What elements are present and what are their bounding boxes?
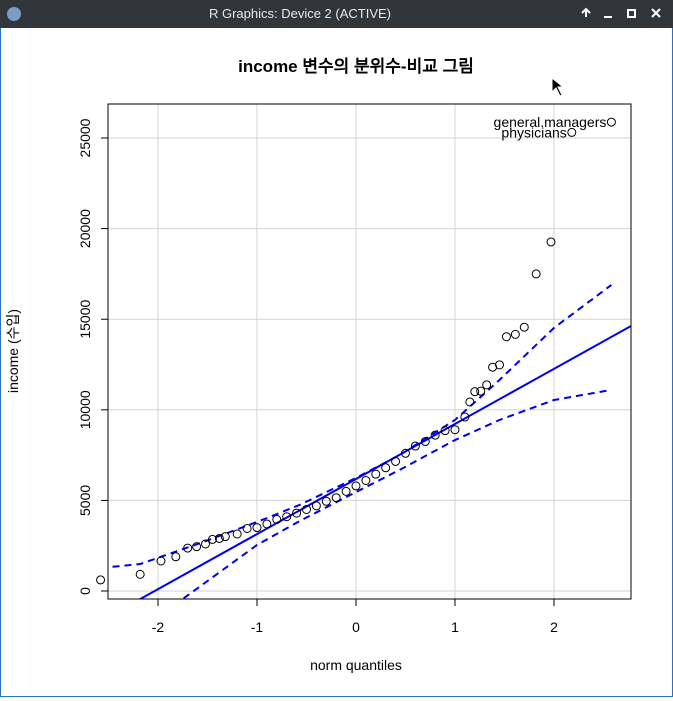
maximize-button[interactable] (627, 9, 636, 18)
point (96, 575, 106, 585)
point (450, 425, 460, 435)
y-tick-label: 20000 (77, 209, 93, 248)
x-axis-label: norm quantiles (310, 657, 402, 673)
x-tick-label: 2 (550, 619, 558, 635)
point (331, 493, 341, 503)
point (192, 542, 202, 552)
point (531, 269, 541, 279)
point (501, 332, 511, 342)
point (262, 519, 272, 529)
point (440, 426, 450, 436)
point (460, 412, 470, 422)
point (510, 329, 520, 339)
x-tick-label: 1 (451, 619, 459, 635)
point (292, 508, 302, 518)
point (135, 569, 145, 579)
keep-above-button[interactable] (581, 7, 591, 17)
chart-title: income 변수의 분위수-비교 그림 (238, 57, 474, 76)
y-tick-label: 15000 (77, 300, 93, 339)
plot-box (107, 103, 632, 600)
point (242, 523, 252, 533)
point (171, 552, 181, 562)
point-label: general.managers (494, 114, 607, 130)
point (220, 532, 230, 542)
point (391, 456, 401, 466)
point (252, 523, 262, 533)
point (272, 514, 282, 524)
clipped-layer (108, 104, 631, 599)
point (430, 430, 440, 440)
point (183, 543, 193, 553)
title-bar (0, 0, 673, 28)
point (476, 386, 486, 396)
close-button[interactable] (651, 8, 661, 18)
x-tick-label: 0 (352, 619, 360, 635)
point (606, 117, 616, 127)
x-tick-label: -2 (152, 619, 165, 635)
point (232, 529, 242, 539)
point (567, 127, 577, 137)
point (381, 463, 391, 473)
mouse-cursor (551, 76, 565, 97)
envelope-upper (108, 284, 612, 569)
point (519, 322, 529, 332)
y-tick-label: 10000 (77, 390, 93, 429)
x-tick-label: -1 (251, 619, 264, 635)
point (301, 504, 311, 514)
point (410, 441, 420, 451)
y-tick-label: 0 (77, 587, 93, 595)
point-label: physicians (501, 124, 566, 140)
point (361, 475, 371, 485)
point (282, 512, 292, 522)
plot-area: -2 -1 0 1 2 0 5000 10000 15000 20000 25000 physicia… (77, 103, 632, 635)
point (371, 469, 381, 479)
canvas (1, 28, 672, 696)
y-tick-label: 5000 (77, 485, 93, 516)
app-icon (7, 7, 21, 21)
point (495, 360, 505, 370)
point (470, 387, 480, 397)
point (420, 437, 430, 447)
point (156, 556, 166, 566)
point (546, 237, 556, 247)
point (321, 496, 331, 506)
point (214, 533, 224, 543)
point (351, 481, 361, 491)
point (311, 501, 321, 511)
point (400, 448, 410, 458)
point (201, 539, 211, 549)
y-tick-label: 25000 (77, 118, 93, 157)
point (207, 534, 217, 544)
point (341, 486, 351, 496)
point (465, 397, 475, 407)
y-axis-label: income (수입) (5, 309, 21, 393)
window-title: R Graphics: Device 2 (ACTIVE) (209, 6, 391, 21)
point (482, 380, 492, 390)
